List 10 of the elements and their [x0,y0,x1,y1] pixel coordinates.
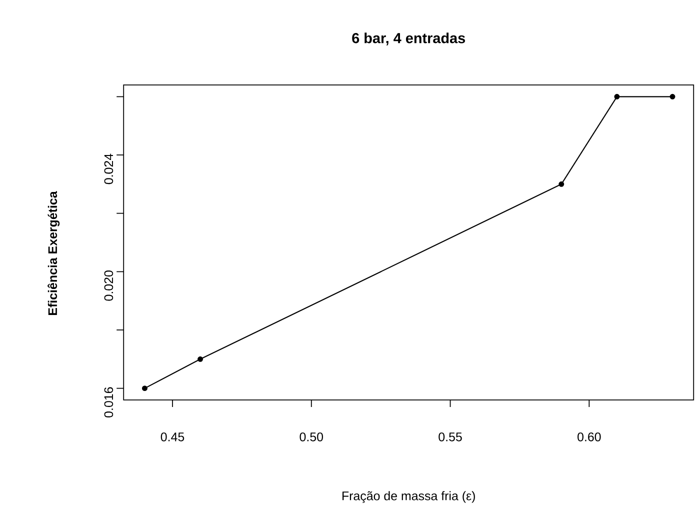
y-tick-label: 0.024 [104,154,114,184]
chart-title: 6 bar, 4 entradas [352,32,466,46]
x-axis-title: Fração de massa fria (ε) [342,491,475,503]
y-tick-label: 0.016 [104,387,114,418]
x-tick-label: 0.60 [578,432,601,442]
y-tick-label: 0.020 [104,270,114,301]
x-tick-label: 0.50 [300,432,324,442]
x-tick-label: 0.45 [160,432,184,442]
y-axis-title: Eficiência Exergética [48,191,60,315]
x-tick-label: 0.55 [438,432,462,442]
